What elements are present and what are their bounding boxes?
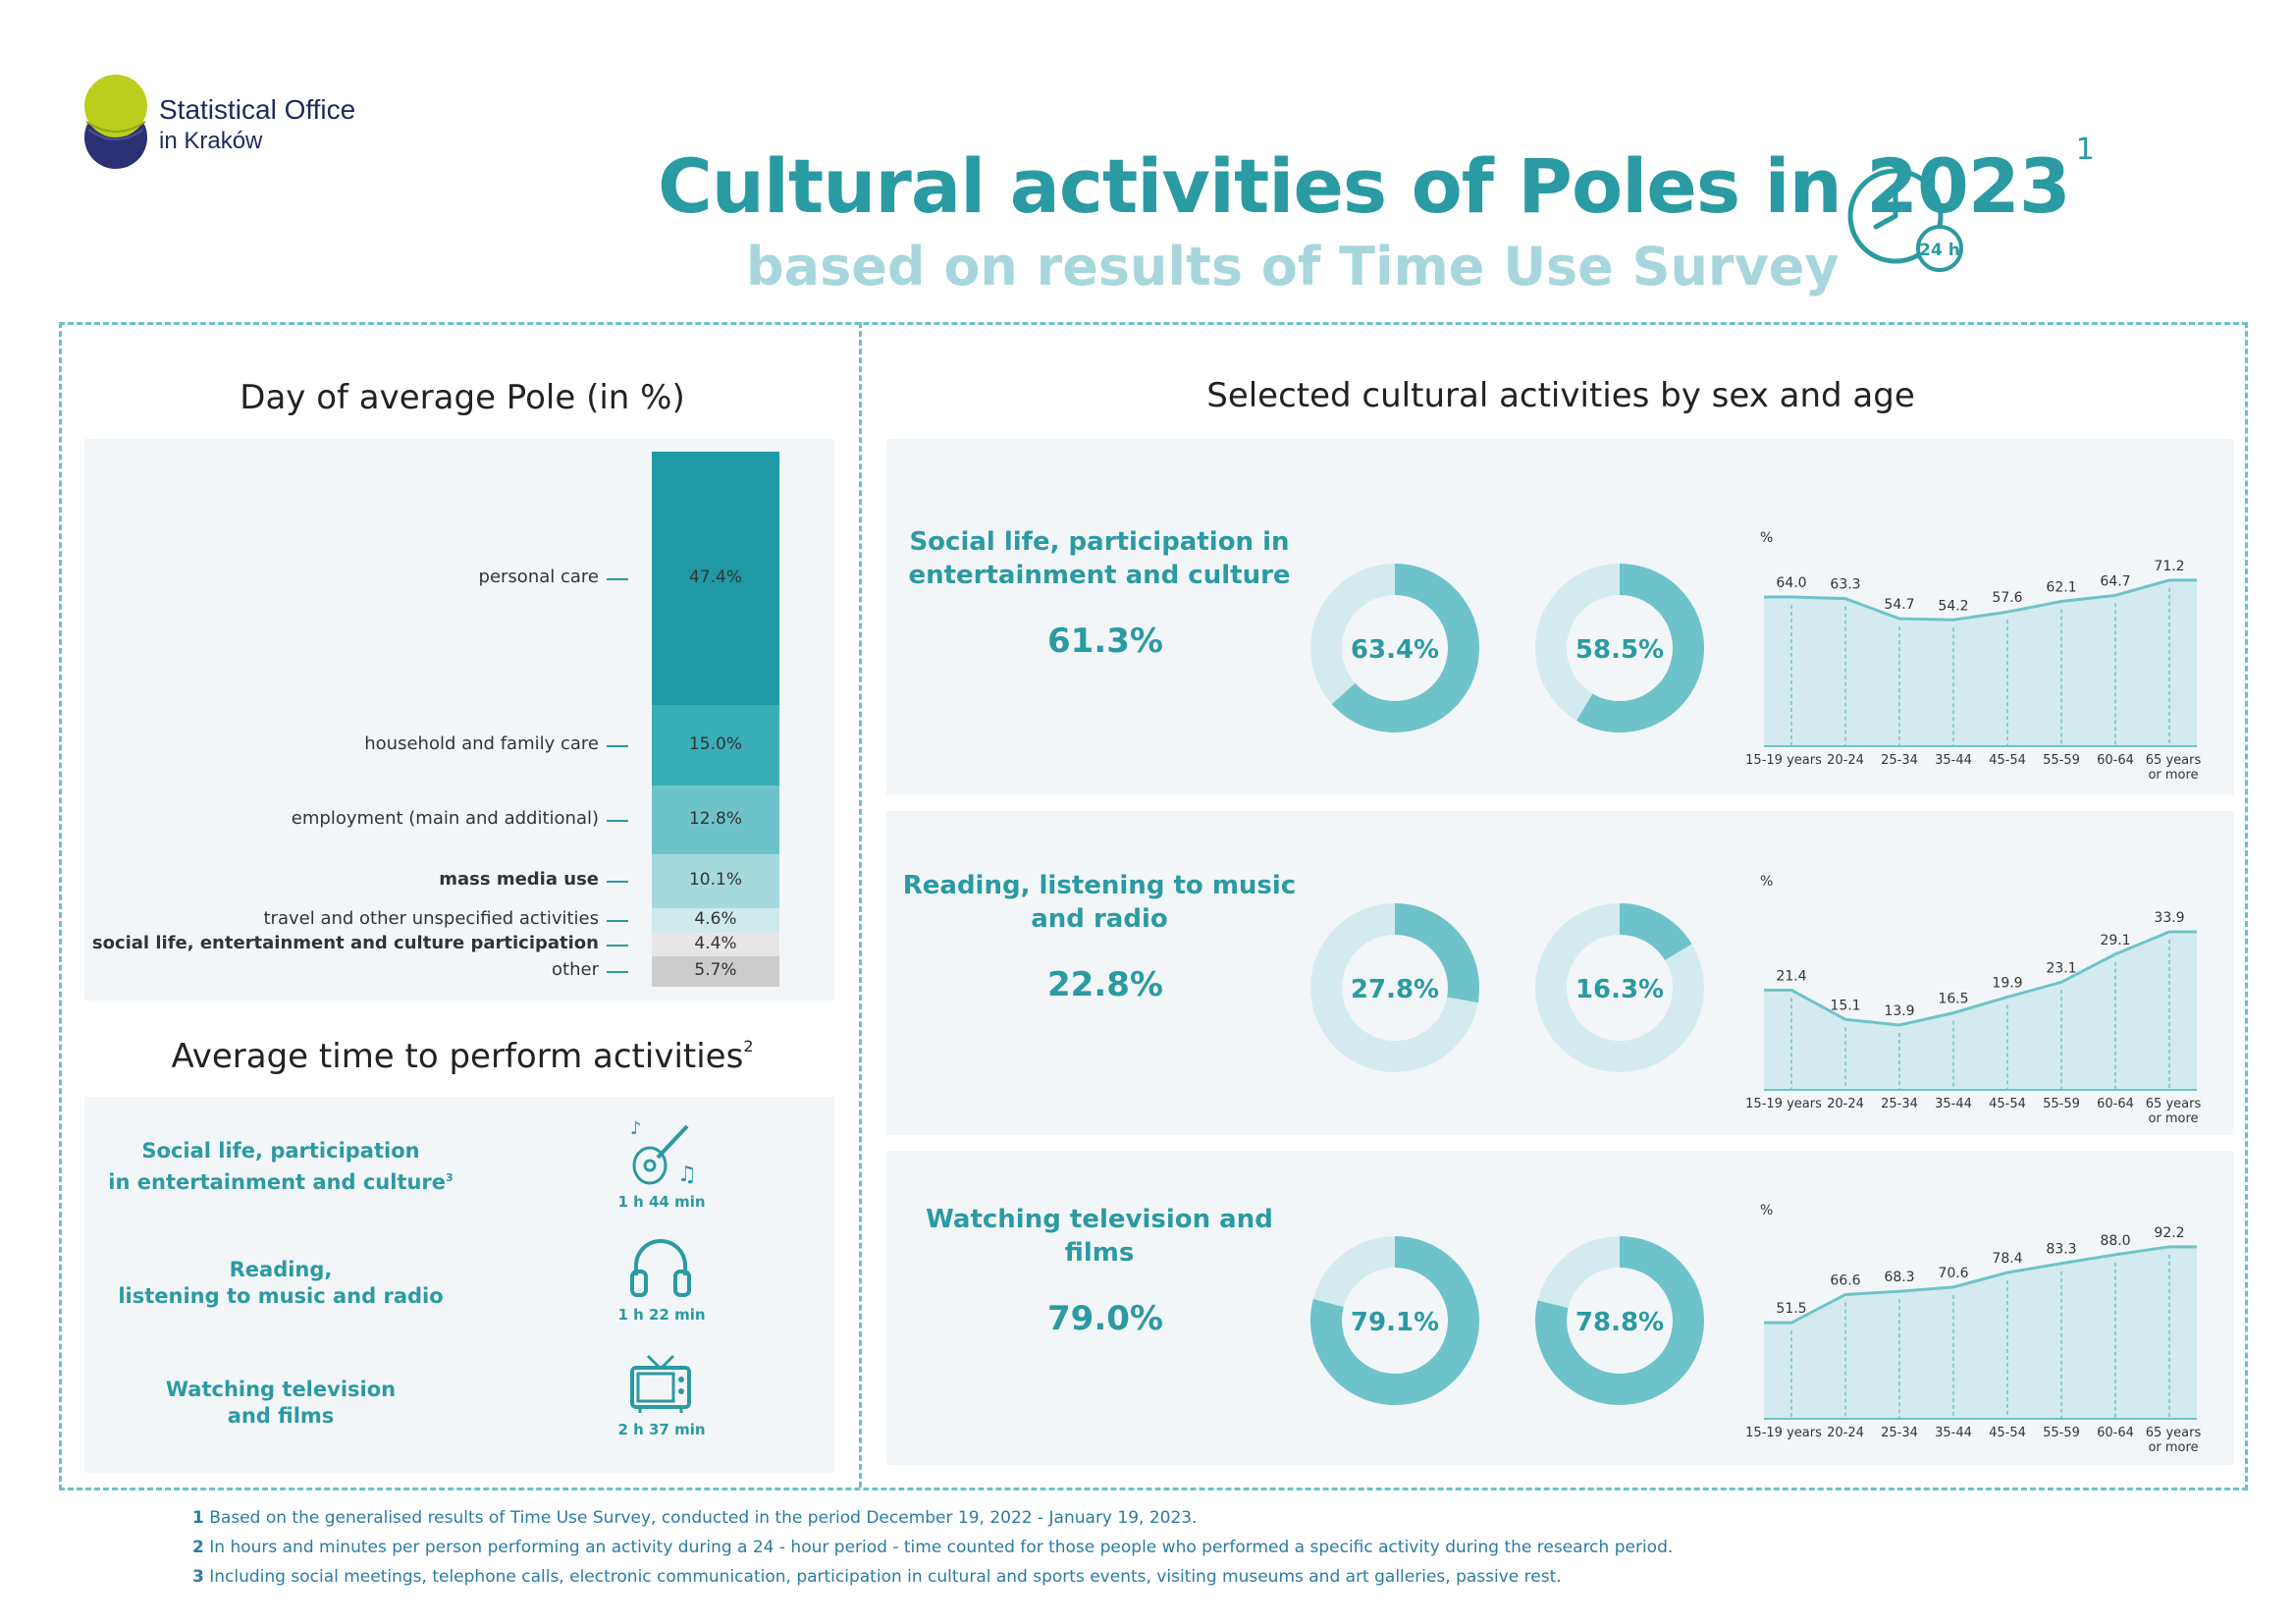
footnote-2: 2 In hours and minutes per person perfor…	[192, 1538, 1674, 1557]
stack-segment-value: 47.4%	[688, 568, 742, 588]
stack-segment	[652, 907, 779, 933]
avg-item-label: Reading, listening to music and radio	[118, 1258, 444, 1308]
stack-segment-value: 5.7%	[694, 960, 737, 981]
avg-item-time: 2 h 37 min	[617, 1421, 706, 1438]
sex-age-section-title: Selected cultural activities by sex and …	[1206, 376, 1915, 415]
avg-item-label: Watching television and films	[165, 1378, 397, 1428]
stack-segment	[652, 955, 779, 987]
title-footnote-mark: 1	[2075, 133, 2095, 167]
day-section-title: Day of average Pole (in %)	[240, 378, 685, 417]
svg-text:♫: ♫	[677, 1163, 697, 1187]
stack-segment-label: travel and other unspecified activities	[263, 908, 600, 930]
avg-panel: Social life, participation in entertainme…	[84, 1097, 834, 1473]
stack-segment	[652, 452, 779, 706]
stack-segment	[652, 853, 779, 908]
avg-item-label: Social life, participation in entertainme…	[108, 1139, 454, 1194]
logo-line1: Statistical Office	[159, 94, 356, 125]
stack-segment	[652, 705, 779, 786]
frame-divider	[859, 322, 862, 1488]
footnote-1: 1 Based on the generalised results of Ti…	[192, 1508, 1198, 1528]
female-icon	[1372, 467, 1425, 526]
stack-segment-value: 4.6%	[694, 909, 737, 930]
stack-segment-label: household and family care	[364, 733, 599, 755]
stack-segment-value: 4.4%	[694, 933, 737, 953]
stack-segment-tick	[607, 745, 628, 748]
stack-segment-label: personal care	[478, 567, 599, 588]
male-icon	[1592, 467, 1645, 526]
main-frame	[59, 322, 2248, 1490]
stack-segment-value: 12.8%	[688, 808, 742, 829]
page-title: Cultural activities of Poles in 2023 1	[658, 133, 2095, 230]
logo-line2: in Kraków	[159, 128, 263, 154]
avg-item-time: 1 h 22 min	[617, 1306, 706, 1324]
stack-segment	[652, 932, 779, 956]
avg-title-footnote-mark: 2	[743, 1037, 754, 1056]
clock-24h-icon: 24 h	[1842, 162, 1969, 275]
stack-segment-tick	[607, 578, 628, 581]
svg-text:♪: ♪	[630, 1118, 642, 1139]
age-header: age	[1949, 481, 1997, 511]
stack-segment-tick	[607, 819, 628, 822]
avg-section-title: Average time to perform activities2	[171, 1037, 754, 1076]
footnote-3: 3 Including social meetings, telephone c…	[192, 1567, 1562, 1587]
logo: Statistical Office in Kraków	[82, 73, 377, 171]
tv-icon	[626, 1350, 695, 1419]
stack-segment-label: employment (main and additional)	[291, 807, 599, 829]
avg-item-time: 1 h 44 min	[617, 1193, 706, 1211]
stack-segment-tick	[607, 881, 628, 884]
clock-label: 24 h	[1919, 241, 1960, 260]
guitar-icon: ♫ ♪	[622, 1114, 701, 1193]
stacked-bar: 47.4% 15.0% 12.8% 10.1% 4.6% 4.4% 5.7%	[652, 452, 779, 987]
page-subtitle: based on results of Time Use Survey	[746, 236, 1840, 298]
logo-mark	[84, 75, 147, 169]
headphones-icon	[626, 1232, 695, 1301]
stack-segment	[652, 785, 779, 854]
stack-segment-value: 15.0%	[688, 734, 742, 755]
stack-segment-label: other	[552, 959, 599, 981]
stack-segment-tick	[607, 920, 628, 923]
stack-segment-tick	[607, 971, 628, 974]
stack-segment-label: social life, entertainment and culture p…	[91, 932, 599, 953]
stack-segment-tick	[607, 944, 628, 947]
stack-segment-label: mass media use	[439, 869, 599, 891]
stack-labels: personal care household and family care em…	[88, 452, 628, 987]
stack-segment-value: 10.1%	[688, 870, 742, 891]
